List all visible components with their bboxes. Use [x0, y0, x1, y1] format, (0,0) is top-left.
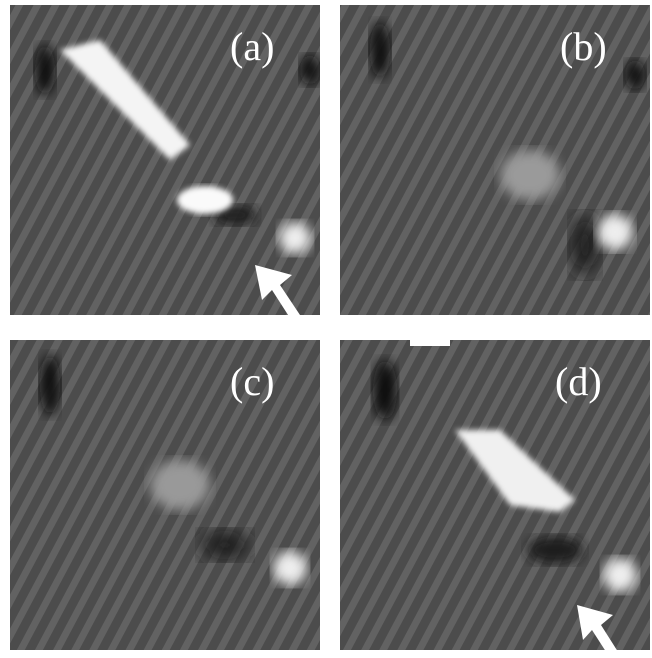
panel-label: (d) — [555, 359, 602, 404]
panel-label: (c) — [230, 359, 274, 404]
figure: (a) (b) (c) (d) — [0, 0, 652, 658]
panel-d — [340, 338, 650, 658]
panel-label: (b) — [560, 24, 607, 69]
panel-label: (a) — [230, 24, 274, 69]
page: {"panels": [{"label": "(a)"}, {"label": … — [0, 0, 652, 658]
